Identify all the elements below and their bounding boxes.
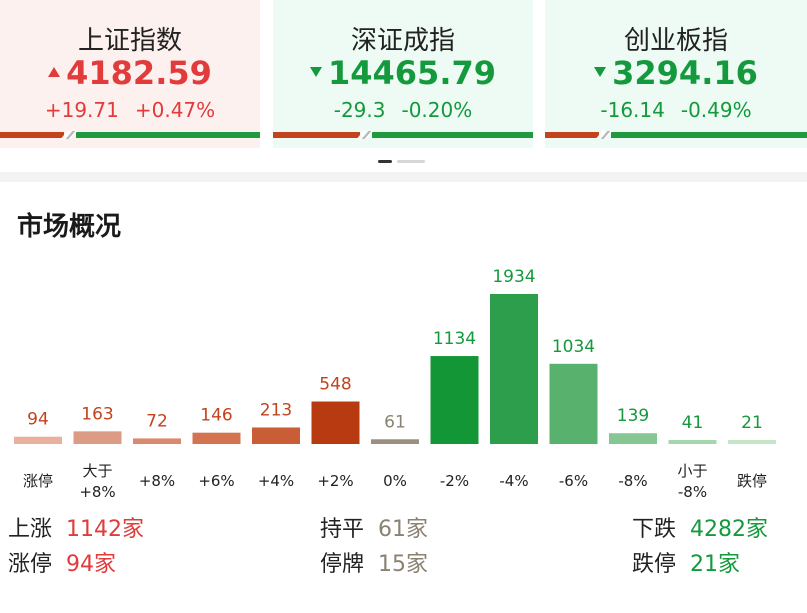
bar-4 bbox=[252, 427, 300, 444]
index-change: -29.3 -0.20% bbox=[273, 98, 533, 122]
bar-value-label: 1134 bbox=[433, 329, 476, 349]
category-label: 涨停 bbox=[23, 472, 53, 490]
index-price: 3294.16 bbox=[545, 54, 807, 92]
stat-rise: 上涨 1142家 bbox=[8, 511, 144, 543]
category-label: -6% bbox=[559, 472, 588, 490]
stat-value: 15家 bbox=[378, 552, 429, 577]
bar-10 bbox=[609, 433, 657, 444]
bar-3 bbox=[192, 432, 241, 444]
stat-value: 61家 bbox=[378, 517, 429, 542]
index-name: 上证指数 bbox=[77, 26, 182, 56]
pager-dot[interactable] bbox=[397, 160, 425, 163]
up-down-ratio-bar bbox=[0, 131, 260, 139]
up-down-ratio-bar bbox=[545, 131, 807, 139]
index-card-shenzhen[interactable]: 深证成指 14465.79 -29.3 -0.20% bbox=[273, 0, 533, 148]
bar-5 bbox=[311, 401, 360, 444]
stat-suspended: 停牌 15家 bbox=[320, 546, 428, 578]
bar-6 bbox=[371, 439, 419, 444]
bar-value-label: 21 bbox=[741, 413, 763, 433]
bar-value-label: 548 bbox=[319, 374, 351, 394]
index-card-chinext[interactable]: 创业板指 3294.16 -16.14 -0.49% bbox=[545, 0, 807, 148]
category-label: +8% bbox=[139, 472, 175, 490]
index-change: -16.14 -0.49% bbox=[545, 98, 807, 122]
category-label: -2% bbox=[440, 472, 469, 490]
category-label: 小于 bbox=[677, 462, 707, 480]
bar-11 bbox=[668, 440, 717, 444]
category-label: +8% bbox=[79, 483, 115, 501]
bar-1 bbox=[73, 431, 122, 444]
stat-fall: 下跌 4282家 bbox=[632, 511, 768, 543]
category-label: +4% bbox=[258, 472, 294, 490]
index-cards: 上证指数 4182.59 +19.71 +0.47% 深证成指 14465.79 … bbox=[0, 0, 807, 148]
arrow-up-icon bbox=[48, 67, 61, 77]
bar-7 bbox=[430, 356, 479, 444]
category-label: 跌停 bbox=[737, 472, 767, 490]
bar-value-label: 72 bbox=[146, 411, 168, 431]
pager-dot-active[interactable] bbox=[378, 160, 392, 163]
bar-value-label: 94 bbox=[27, 410, 49, 430]
stat-label: 下跌 bbox=[632, 517, 677, 542]
bar-value-label: 146 bbox=[200, 406, 232, 426]
change-percent: -0.49% bbox=[680, 98, 752, 122]
category-label: +2% bbox=[317, 472, 353, 490]
category-label: +6% bbox=[198, 472, 234, 490]
index-price: 14465.79 bbox=[273, 54, 533, 92]
stat-limit-up: 涨停 94家 bbox=[8, 546, 116, 578]
bar-value-label: 61 bbox=[384, 412, 406, 432]
category-label: 大于 bbox=[82, 462, 112, 480]
section-divider bbox=[0, 172, 807, 182]
bar-value-label: 139 bbox=[617, 406, 649, 426]
bar-value-label: 1934 bbox=[492, 267, 535, 287]
bar-value-label: 163 bbox=[81, 404, 113, 424]
index-card-shanghai[interactable]: 上证指数 4182.59 +19.71 +0.47% bbox=[0, 0, 260, 148]
change-value: +19.71 bbox=[44, 98, 119, 122]
index-change: +19.71 +0.47% bbox=[0, 98, 260, 122]
up-down-ratio-bar bbox=[273, 131, 533, 139]
index-name: 深证成指 bbox=[350, 26, 455, 56]
index-name: 创业板指 bbox=[623, 26, 728, 56]
category-label: -4% bbox=[499, 472, 528, 490]
category-label: -8% bbox=[678, 483, 707, 501]
stat-value: 1142家 bbox=[66, 517, 145, 542]
change-percent: +0.47% bbox=[134, 98, 216, 122]
stat-flat: 持平 61家 bbox=[320, 511, 428, 543]
change-value: -16.14 bbox=[600, 98, 665, 122]
stat-label: 停牌 bbox=[320, 552, 365, 577]
category-label: 0% bbox=[383, 472, 407, 490]
category-label: -8% bbox=[618, 472, 647, 490]
bar-9 bbox=[549, 363, 598, 444]
bar-value-label: 41 bbox=[682, 413, 704, 433]
stat-value: 21家 bbox=[690, 552, 741, 577]
index-price: 4182.59 bbox=[0, 54, 260, 92]
bar-12 bbox=[728, 440, 776, 444]
arrow-down-icon bbox=[309, 67, 322, 77]
section-title: 市场概况 bbox=[17, 212, 122, 242]
arrow-down-icon bbox=[594, 67, 607, 77]
change-percent: -0.20% bbox=[401, 98, 473, 122]
bar-value-label: 213 bbox=[260, 400, 292, 420]
stat-value: 94家 bbox=[66, 552, 117, 577]
stat-label: 上涨 bbox=[8, 517, 53, 542]
stat-label: 持平 bbox=[320, 517, 365, 542]
bar-2 bbox=[133, 438, 181, 444]
stat-label: 涨停 bbox=[8, 552, 53, 577]
bar-8 bbox=[490, 294, 538, 444]
stat-label: 跌停 bbox=[632, 552, 677, 577]
market-distribution-chart: 94 涨停 163 大于 +8% 72 +8% 146 +6% 213 +4% 548 +2% 61 0% 1… bbox=[14, 267, 776, 501]
stat-value: 4282家 bbox=[690, 517, 769, 542]
bar-0 bbox=[14, 436, 62, 444]
stat-limit-down: 跌停 21家 bbox=[632, 546, 740, 578]
change-value: -29.3 bbox=[333, 98, 386, 122]
bar-value-label: 1034 bbox=[552, 337, 595, 357]
